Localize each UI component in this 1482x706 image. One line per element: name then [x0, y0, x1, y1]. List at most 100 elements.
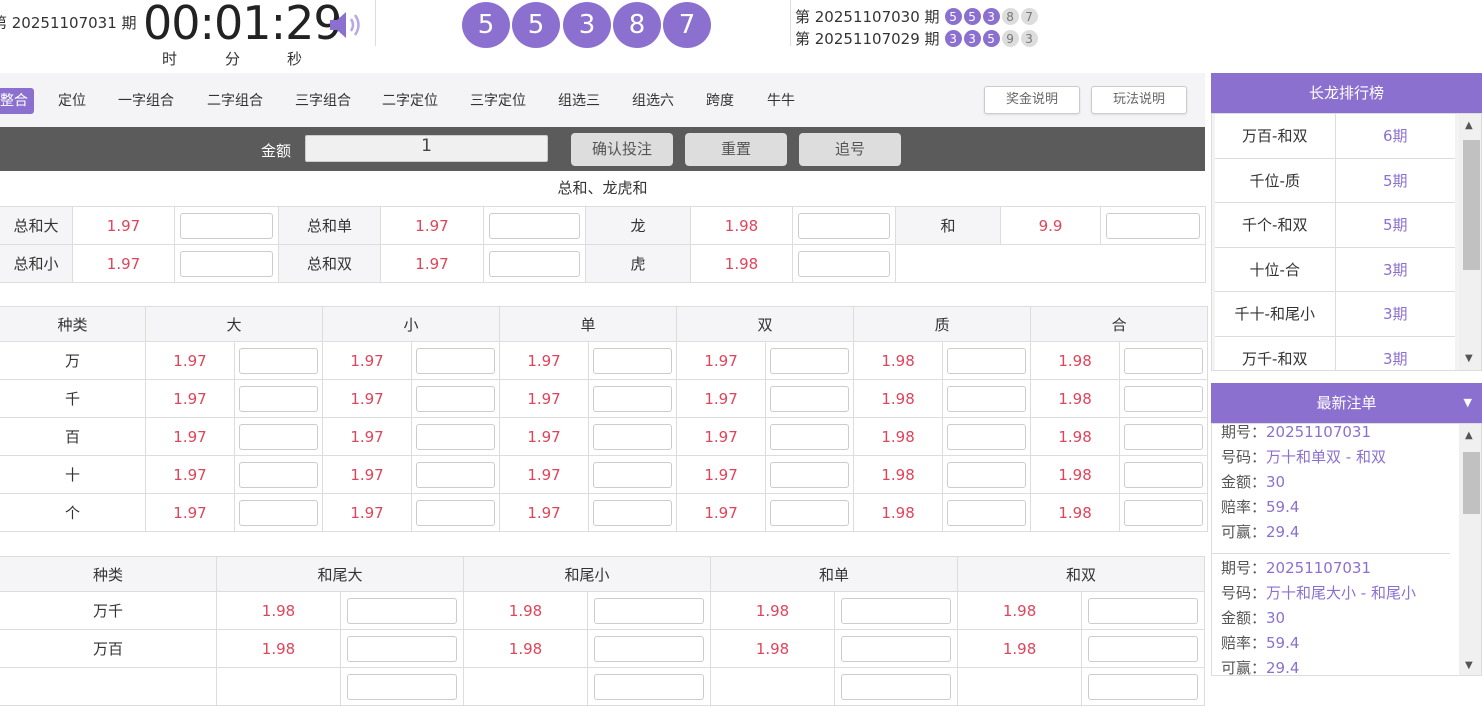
bet-amount-input[interactable] — [347, 635, 457, 662]
bet-amount-input[interactable] — [239, 461, 318, 488]
bet-cell — [1081, 591, 1206, 630]
field-value: 万十和尾大小 - 和尾小 — [1266, 584, 1416, 602]
bet-amount-input[interactable] — [1124, 347, 1203, 374]
field-value: 20251107031 — [1266, 559, 1371, 577]
bet-amount-input[interactable] — [798, 250, 890, 277]
history-ball: 3 — [1020, 30, 1038, 47]
caret-down-icon[interactable]: ▼ — [1463, 396, 1472, 409]
bet-amount-input[interactable] — [1124, 461, 1203, 488]
bet-amount-input[interactable] — [239, 347, 318, 374]
bet-amount-input[interactable] — [1088, 635, 1198, 662]
amount-input[interactable]: 1 — [305, 135, 548, 162]
bet-amount-input[interactable] — [841, 597, 951, 624]
bet-amount-input[interactable] — [947, 499, 1026, 526]
scrollbar[interactable]: ▲ ▼ — [1459, 424, 1481, 675]
unit-hour: 时 — [162, 50, 178, 68]
bet-amount-input[interactable] — [593, 347, 672, 374]
scroll-down-icon[interactable]: ▼ — [1465, 353, 1473, 364]
dragon-count: 3期 — [1334, 247, 1456, 291]
tab-5[interactable]: 二字定位 — [382, 93, 438, 109]
chase-button[interactable]: 追号 — [799, 133, 901, 166]
bet-amount-input[interactable] — [416, 423, 495, 450]
bet-amount-input[interactable] — [1124, 499, 1203, 526]
bet-toolbar: 金额 1 确认投注 重置 追号 — [0, 127, 1205, 171]
tab-0[interactable]: 整合 — [0, 88, 34, 114]
bet-amount-input[interactable] — [1124, 423, 1203, 450]
order-field: 金额：30 — [1221, 470, 1450, 495]
bet-amount-input[interactable] — [489, 250, 580, 277]
scroll-down-icon[interactable]: ▼ — [1465, 660, 1473, 671]
bet-amount-input[interactable] — [594, 635, 704, 662]
row-label — [0, 667, 217, 706]
tab-10[interactable]: 牛牛 — [767, 93, 795, 109]
bet-amount-input[interactable] — [593, 499, 672, 526]
bet-label: 总和大 — [0, 206, 73, 245]
odds: 1.97 — [676, 379, 767, 418]
bet-amount-input[interactable] — [798, 212, 890, 239]
dragon-name: 万百-和双 — [1242, 127, 1308, 146]
bet-amount-input[interactable] — [841, 635, 951, 662]
odds: 1.97 — [676, 341, 767, 380]
bet-amount-input[interactable] — [489, 212, 580, 239]
bet-amount-input[interactable] — [593, 385, 672, 412]
bet-amount-input[interactable] — [770, 461, 849, 488]
tab-9[interactable]: 跨度 — [706, 93, 734, 109]
bet-amount-input[interactable] — [947, 461, 1026, 488]
bet-amount-input[interactable] — [239, 499, 318, 526]
bet-cell — [411, 341, 501, 380]
bet-amount-input[interactable] — [594, 673, 704, 700]
bet-amount-input[interactable] — [416, 499, 495, 526]
bet-cell — [1119, 379, 1209, 418]
bet-amount-input[interactable] — [947, 347, 1026, 374]
bet-amount-input[interactable] — [180, 250, 273, 277]
bet-amount-input[interactable] — [770, 385, 849, 412]
bet-amount-input[interactable] — [770, 423, 849, 450]
bet-amount-input[interactable] — [947, 423, 1026, 450]
confirm-bet-button[interactable]: 确认投注 — [571, 133, 673, 166]
bet-amount-input[interactable] — [1088, 673, 1198, 700]
bet-amount-input[interactable] — [593, 423, 672, 450]
bet-amount-input[interactable] — [841, 673, 951, 700]
scroll-up-icon[interactable]: ▲ — [1465, 430, 1473, 441]
tab-2[interactable]: 一字组合 — [118, 93, 174, 109]
bet-amount-input[interactable] — [416, 385, 495, 412]
bet-amount-input[interactable] — [594, 597, 704, 624]
speaker-icon[interactable] — [328, 10, 364, 40]
bet-cell — [1119, 493, 1209, 532]
latest-orders-title: 最新注单 ▼ — [1211, 383, 1482, 423]
odds: 1.98 — [853, 379, 944, 418]
tab-7[interactable]: 组选三 — [558, 93, 600, 109]
bet-amount-input[interactable] — [416, 347, 495, 374]
reset-button[interactable]: 重置 — [685, 133, 787, 166]
bet-amount-input[interactable] — [947, 385, 1026, 412]
scrollbar[interactable]: ▲ ▼ — [1459, 114, 1481, 370]
tab-1[interactable]: 定位 — [58, 93, 86, 109]
order-field: 赔率：59.4 — [1221, 631, 1450, 656]
tab-3[interactable]: 二字组合 — [207, 93, 263, 109]
bet-amount-input[interactable] — [770, 347, 849, 374]
column-header: 单 — [499, 306, 678, 342]
bet-amount-input[interactable] — [239, 423, 318, 450]
bet-amount-input[interactable] — [347, 597, 457, 624]
bet-amount-input[interactable] — [593, 461, 672, 488]
bet-cell — [765, 341, 855, 380]
bet-cell — [233, 379, 324, 418]
tab-8[interactable]: 组选六 — [632, 93, 674, 109]
tab-6[interactable]: 三字定位 — [470, 93, 526, 109]
bet-amount-input[interactable] — [770, 499, 849, 526]
scroll-up-icon[interactable]: ▲ — [1465, 120, 1473, 131]
list-item: 十位-合 3期 — [1215, 247, 1456, 292]
bet-cell — [588, 379, 678, 418]
column-header: 合 — [1030, 306, 1209, 342]
tab-4[interactable]: 三字组合 — [295, 93, 351, 109]
bet-amount-input[interactable] — [1088, 597, 1198, 624]
prize-info-button[interactable]: 奖金说明 — [984, 86, 1080, 114]
bet-amount-input[interactable] — [239, 385, 318, 412]
bet-amount-input[interactable] — [1106, 212, 1200, 239]
bet-amount-input[interactable] — [347, 673, 457, 700]
bet-amount-input[interactable] — [416, 461, 495, 488]
rules-button[interactable]: 玩法说明 — [1091, 86, 1187, 114]
bet-amount-input[interactable] — [180, 212, 273, 239]
bet-amount-input[interactable] — [1124, 385, 1203, 412]
row-label: 万千 — [0, 591, 217, 630]
